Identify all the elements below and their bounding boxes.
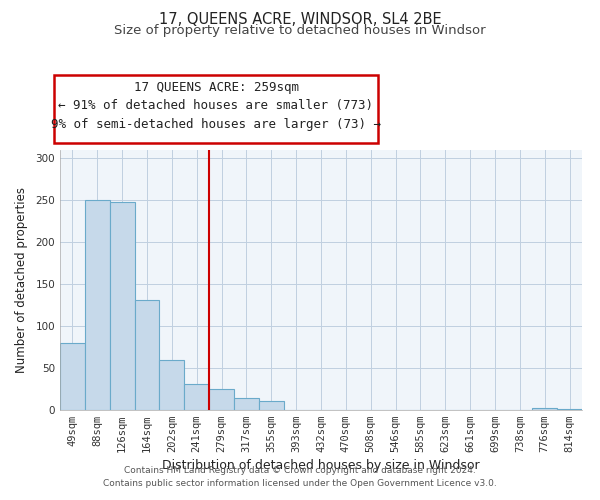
Bar	[160, 360, 184, 410]
Bar	[184, 384, 209, 410]
Bar	[259, 401, 284, 410]
Y-axis label: Number of detached properties: Number of detached properties	[16, 187, 28, 373]
Bar	[110, 202, 134, 410]
Text: Contains HM Land Registry data © Crown copyright and database right 2024.
Contai: Contains HM Land Registry data © Crown c…	[103, 466, 497, 487]
Bar	[60, 343, 85, 410]
Text: Size of property relative to detached houses in Windsor: Size of property relative to detached ho…	[114, 24, 486, 37]
Bar	[85, 200, 110, 410]
Bar	[557, 409, 582, 410]
X-axis label: Distribution of detached houses by size in Windsor: Distribution of detached houses by size …	[162, 460, 480, 472]
Bar	[209, 389, 234, 410]
Bar	[134, 300, 160, 410]
Text: 17, QUEENS ACRE, WINDSOR, SL4 2BE: 17, QUEENS ACRE, WINDSOR, SL4 2BE	[158, 12, 442, 28]
Bar	[234, 398, 259, 410]
Text: 17 QUEENS ACRE: 259sqm
← 91% of detached houses are smaller (773)
9% of semi-det: 17 QUEENS ACRE: 259sqm ← 91% of detached…	[51, 81, 381, 131]
Bar	[532, 408, 557, 410]
